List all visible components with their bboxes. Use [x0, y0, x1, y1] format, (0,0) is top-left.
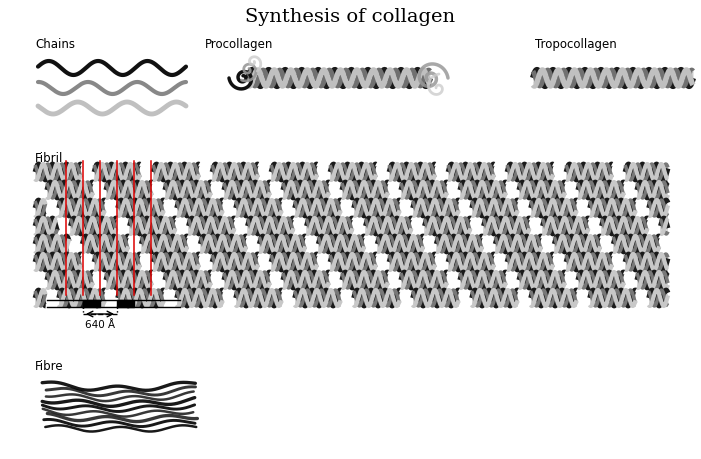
- Text: 640 Å: 640 Å: [85, 320, 115, 330]
- Polygon shape: [165, 271, 211, 289]
- Polygon shape: [578, 181, 624, 199]
- Polygon shape: [625, 253, 668, 271]
- Polygon shape: [106, 271, 152, 289]
- Polygon shape: [283, 271, 329, 289]
- Polygon shape: [460, 271, 506, 289]
- Polygon shape: [365, 217, 411, 235]
- Polygon shape: [377, 235, 423, 253]
- Polygon shape: [35, 217, 57, 235]
- Polygon shape: [330, 253, 376, 271]
- Polygon shape: [35, 235, 69, 253]
- Polygon shape: [212, 163, 258, 181]
- Polygon shape: [294, 289, 341, 307]
- Polygon shape: [353, 289, 400, 307]
- Polygon shape: [519, 181, 565, 199]
- Polygon shape: [460, 181, 506, 199]
- Polygon shape: [189, 217, 234, 235]
- Polygon shape: [507, 253, 553, 271]
- Polygon shape: [35, 253, 81, 271]
- Polygon shape: [472, 289, 517, 307]
- Polygon shape: [271, 253, 317, 271]
- Polygon shape: [70, 217, 116, 235]
- Text: Procollagen: Procollagen: [205, 38, 273, 51]
- Polygon shape: [94, 253, 140, 271]
- Polygon shape: [637, 271, 668, 289]
- Polygon shape: [448, 253, 494, 271]
- Polygon shape: [35, 289, 46, 307]
- Polygon shape: [165, 181, 211, 199]
- Text: Fibril: Fibril: [35, 152, 63, 165]
- Polygon shape: [82, 235, 128, 253]
- Polygon shape: [236, 289, 282, 307]
- Text: Fibre: Fibre: [35, 360, 64, 373]
- Polygon shape: [472, 199, 517, 217]
- Polygon shape: [531, 199, 577, 217]
- Polygon shape: [648, 199, 668, 217]
- Polygon shape: [212, 253, 258, 271]
- Polygon shape: [625, 163, 668, 181]
- Polygon shape: [259, 235, 305, 253]
- Polygon shape: [448, 163, 494, 181]
- Polygon shape: [177, 289, 223, 307]
- Polygon shape: [342, 181, 388, 199]
- Polygon shape: [424, 217, 470, 235]
- Text: Synthesis of collagen: Synthesis of collagen: [245, 8, 455, 26]
- Polygon shape: [177, 199, 223, 217]
- Polygon shape: [484, 217, 529, 235]
- Polygon shape: [118, 199, 163, 217]
- Polygon shape: [224, 271, 270, 289]
- Polygon shape: [601, 217, 648, 235]
- Polygon shape: [389, 163, 435, 181]
- Polygon shape: [566, 163, 612, 181]
- Polygon shape: [590, 199, 636, 217]
- Polygon shape: [318, 235, 365, 253]
- Polygon shape: [637, 181, 668, 199]
- Polygon shape: [436, 235, 482, 253]
- Polygon shape: [35, 163, 81, 181]
- Polygon shape: [59, 199, 104, 217]
- Polygon shape: [35, 199, 46, 217]
- Polygon shape: [613, 235, 659, 253]
- Polygon shape: [130, 217, 175, 235]
- Polygon shape: [94, 163, 140, 181]
- Polygon shape: [247, 217, 294, 235]
- Polygon shape: [106, 181, 152, 199]
- Polygon shape: [153, 253, 199, 271]
- Polygon shape: [306, 217, 353, 235]
- Polygon shape: [554, 235, 600, 253]
- Polygon shape: [507, 163, 553, 181]
- Polygon shape: [330, 163, 376, 181]
- Polygon shape: [283, 181, 329, 199]
- Polygon shape: [224, 181, 270, 199]
- Polygon shape: [566, 253, 612, 271]
- Polygon shape: [236, 199, 282, 217]
- Polygon shape: [401, 271, 447, 289]
- Polygon shape: [200, 235, 246, 253]
- Polygon shape: [531, 289, 577, 307]
- Polygon shape: [590, 289, 636, 307]
- Polygon shape: [294, 199, 341, 217]
- Polygon shape: [413, 199, 458, 217]
- Polygon shape: [389, 253, 435, 271]
- Polygon shape: [519, 271, 565, 289]
- Polygon shape: [495, 235, 541, 253]
- Text: Chains: Chains: [35, 38, 75, 51]
- Polygon shape: [118, 289, 163, 307]
- Polygon shape: [401, 181, 447, 199]
- Polygon shape: [271, 163, 317, 181]
- Polygon shape: [648, 289, 668, 307]
- Polygon shape: [141, 235, 187, 253]
- Polygon shape: [59, 289, 104, 307]
- Polygon shape: [342, 271, 388, 289]
- Text: Tropocollagen: Tropocollagen: [535, 38, 617, 51]
- Polygon shape: [578, 271, 624, 289]
- Polygon shape: [47, 271, 93, 289]
- Polygon shape: [353, 199, 400, 217]
- Polygon shape: [153, 163, 199, 181]
- Polygon shape: [413, 289, 458, 307]
- Polygon shape: [660, 217, 668, 235]
- Polygon shape: [543, 217, 588, 235]
- Polygon shape: [47, 181, 93, 199]
